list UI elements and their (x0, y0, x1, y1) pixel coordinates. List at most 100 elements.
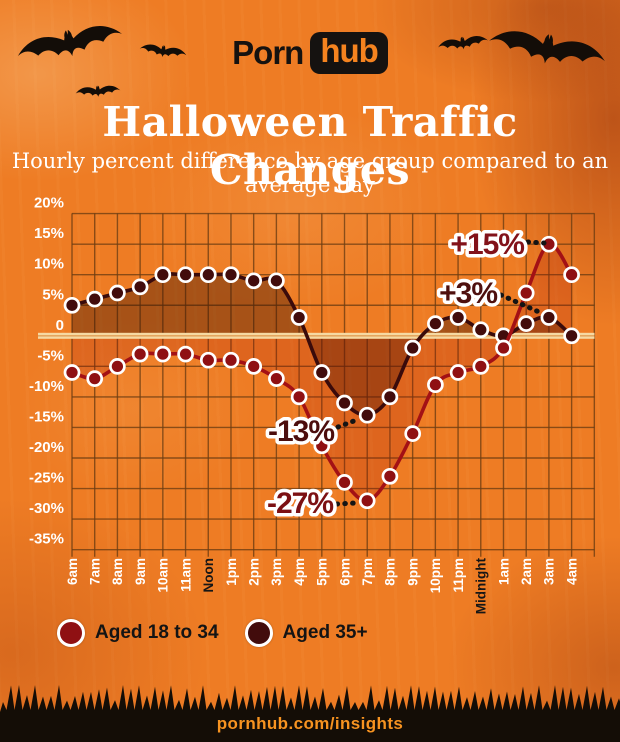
series-aged-18-to-34 (63, 235, 580, 510)
data-point (245, 272, 263, 290)
data-point (563, 266, 580, 284)
gridlines: 20%15%10%5%0-5%-10%-15%-20%-25%-30%-35%6… (29, 195, 596, 615)
logo-porn-text: Porn (232, 34, 304, 71)
y-axis-label: 15% (34, 225, 64, 242)
x-axis-label: Noon (201, 558, 216, 593)
annotation-label: +15% (450, 228, 524, 261)
legend-item-aged-18-34: Aged 18 to 34 (57, 619, 219, 647)
x-axis-label: 10am (156, 558, 171, 593)
data-point (427, 315, 444, 332)
x-axis-label: 11pm (451, 558, 466, 593)
data-point (449, 309, 467, 326)
data-point (268, 370, 285, 387)
y-axis-label: 10% (34, 256, 64, 273)
series-aged-35- (63, 266, 580, 424)
data-point (131, 278, 149, 296)
x-axis-label: 1pm (224, 558, 239, 586)
x-axis-label: 6am (65, 558, 80, 585)
data-point (472, 321, 490, 339)
data-point (63, 364, 81, 381)
x-axis-label: 8pm (383, 558, 398, 586)
x-axis-label: 4pm (292, 558, 307, 586)
data-point (290, 388, 308, 406)
data-point (199, 351, 217, 369)
y-axis-label: -35% (29, 531, 64, 548)
data-point (563, 327, 580, 345)
x-axis-label: 3am (542, 558, 557, 585)
data-point (154, 266, 172, 284)
y-axis-label: -30% (29, 500, 64, 517)
data-point (540, 309, 558, 326)
annotation-connector (334, 500, 359, 507)
data-point (131, 345, 149, 363)
annotation-label: -27% (267, 487, 333, 520)
zero-line (38, 332, 595, 339)
annotation-label: +3% (439, 277, 497, 310)
x-axis-label: 9pm (406, 558, 421, 586)
page-title: Halloween Traffic Changes (102, 98, 518, 194)
x-axis-label: 7pm (360, 558, 375, 586)
data-point (245, 358, 263, 375)
data-point (358, 492, 376, 510)
x-axis-label: 10pm (428, 558, 443, 593)
y-axis-label: 5% (42, 286, 64, 303)
x-axis-label: 11am (178, 558, 193, 592)
annotations: +15% +3% -13% -27% (263, 225, 547, 524)
data-point (154, 345, 172, 363)
logo-hub-badge: hub (310, 32, 388, 74)
data-point (222, 266, 240, 284)
x-axis-label: 8am (110, 558, 125, 585)
legend-swatch-aged-18-34 (57, 619, 85, 647)
data-point (290, 309, 308, 326)
x-axis-label: 4am (564, 558, 579, 585)
x-axis-label: 7am (88, 558, 103, 585)
data-point (268, 272, 285, 290)
x-axis-label: 6pm (337, 558, 352, 586)
x-axis-label: 9am (133, 558, 148, 585)
data-point (313, 437, 331, 455)
data-point (63, 296, 81, 314)
y-axis-label: 0 (56, 317, 64, 334)
data-point (427, 376, 444, 394)
data-point (495, 339, 512, 357)
annotation-label: -13% (268, 415, 334, 448)
data-point (517, 315, 535, 332)
data-point (313, 364, 331, 381)
data-point (336, 394, 353, 412)
legend-swatch-aged-35plus (244, 619, 273, 647)
y-axis-label: -20% (29, 439, 64, 456)
y-axis-label: -10% (29, 378, 64, 395)
legend-label: Aged 18 to 34 (95, 622, 219, 643)
data-point (199, 266, 217, 284)
data-point (472, 358, 490, 375)
chart-legend: Aged 18 to 34 Aged 35+ (57, 619, 368, 647)
data-point (404, 339, 422, 357)
data-point (177, 266, 194, 284)
y-axis-label: 20% (34, 195, 64, 212)
legend-label: Aged 35+ (282, 622, 368, 643)
data-point (517, 284, 535, 302)
data-point (449, 364, 467, 381)
data-point (109, 284, 126, 302)
y-axis-label: -15% (29, 408, 64, 425)
y-axis-label: -25% (29, 470, 64, 487)
x-axis-label: Midnight (474, 558, 489, 615)
data-point (177, 345, 194, 363)
page-subtitle: Hourly percent difference by age group c… (11, 149, 609, 197)
annotation-connector (498, 292, 542, 315)
data-point (109, 358, 126, 375)
x-axis-label: 5pm (315, 558, 330, 586)
data-point (358, 406, 376, 424)
legend-item-aged-35plus: Aged 35+ (244, 619, 368, 647)
pornhub-logo: Porn hub (0, 32, 620, 74)
data-point (381, 467, 399, 485)
annotation-connector (525, 239, 547, 246)
data-point (381, 388, 399, 406)
footer-url: pornhub.com/insights (216, 714, 404, 733)
data-point (336, 474, 353, 491)
x-axis-label: 1am (496, 558, 511, 585)
data-point (222, 351, 240, 369)
x-axis-label: 2am (519, 558, 534, 585)
